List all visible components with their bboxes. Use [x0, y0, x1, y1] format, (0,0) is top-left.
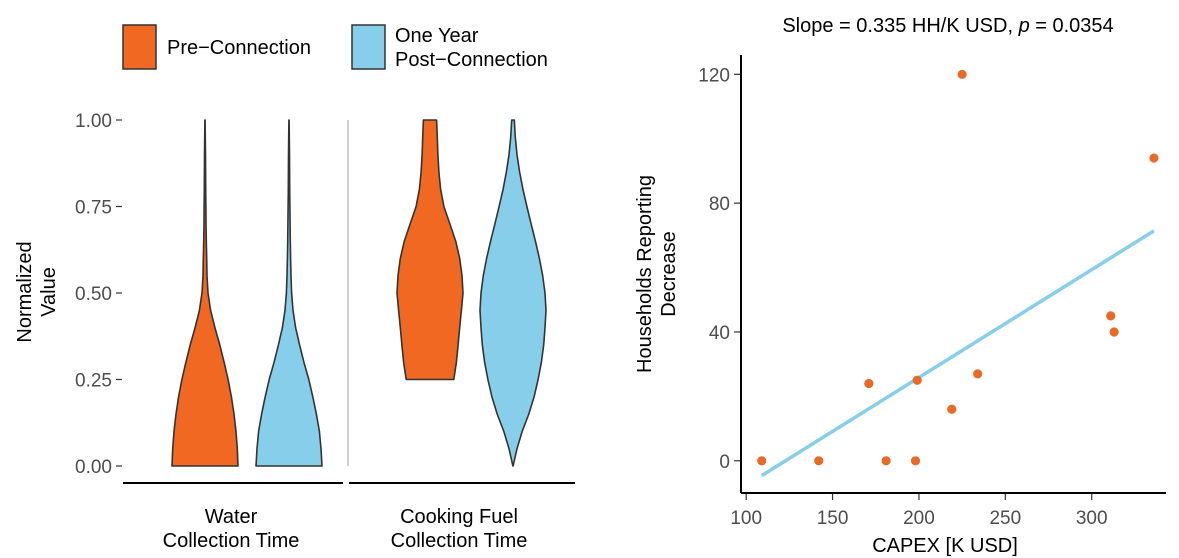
scatter-points	[757, 69, 1159, 466]
regression-line	[760, 229, 1155, 478]
scatter-point	[1149, 153, 1159, 163]
scatter-y-tick-label: 80	[709, 194, 730, 215]
scatter-y-axis-ticks: 0 40 80 120	[698, 65, 740, 473]
legend-label-pre: Pre−Connection	[167, 37, 311, 59]
violin-shapes	[171, 119, 547, 467]
violin-pre-facet-1	[171, 119, 239, 467]
facet-label-cooking-line2: Collection Time	[391, 530, 528, 552]
scatter-point	[947, 404, 957, 414]
scatter-point	[864, 378, 874, 389]
scatter-chart: Slope = 0.335 HH/K USD, p = 0.0354 0 40 80…	[634, 15, 1166, 557]
scatter-x-tick-label: 150	[817, 508, 849, 529]
scatter-x-axis-label: CAPEX [K USD]	[872, 535, 1018, 557]
legend-label-post-line2: Post−Connection	[395, 49, 548, 71]
scatter-point	[973, 369, 983, 379]
scatter-x-tick-label: 250	[989, 508, 1021, 529]
scatter-title-p: p	[1018, 15, 1030, 37]
violin-y-tick-label: 0.75	[75, 198, 112, 219]
legend-label-post-line1: One Year	[395, 25, 479, 47]
violin-chart: Pre−Connection One Year Post−Connection …	[14, 24, 575, 552]
scatter-point	[757, 456, 767, 466]
legend: Pre−Connection One Year Post−Connection	[122, 24, 548, 71]
violin-post-facet-2	[479, 119, 547, 467]
scatter-y-tick-label: 0	[719, 452, 730, 473]
scatter-title-main: Slope = 0.335 HH/K USD,	[782, 15, 1018, 37]
violin-post-facet-1	[255, 119, 323, 467]
legend-key-post	[351, 24, 386, 70]
scatter-x-tick-label: 100	[730, 508, 762, 529]
scatter-x-axis-ticks: 100 150 200 250 300	[730, 494, 1108, 529]
scatter-x-tick-label: 200	[903, 508, 935, 529]
facet-label-water-line2: Collection Time	[163, 530, 300, 552]
scatter-point	[912, 375, 922, 385]
violin-y-tick-label: 0.25	[75, 371, 112, 392]
scatter-point	[957, 69, 967, 79]
scatter-title-tail: = 0.0354	[1030, 15, 1114, 37]
violin-y-tick-label: 1.00	[75, 111, 112, 132]
violin-y-axis-ticks: 0.00 0.25 0.50 0.75 1.00	[75, 111, 122, 478]
scatter-point	[1109, 327, 1119, 337]
scatter-y-axis-label-line1: Households Reporting	[634, 175, 656, 373]
scatter-y-axis-label-line2: Decrease	[658, 231, 680, 317]
legend-key-pre	[122, 24, 157, 70]
scatter-y-tick-label: 40	[709, 323, 730, 344]
violin-y-tick-label: 0.00	[75, 457, 112, 478]
scatter-point	[1106, 311, 1116, 321]
scatter-title: Slope = 0.335 HH/K USD, p = 0.0354	[782, 15, 1113, 37]
violin-y-tick-label: 0.50	[75, 284, 112, 305]
facet-label-water-line1: Water	[205, 506, 258, 528]
scatter-y-tick-label: 120	[698, 65, 730, 86]
facet-label-cooking-line1: Cooking Fuel	[400, 506, 518, 528]
violin-y-axis-label-line2: Value	[38, 267, 60, 317]
scatter-point	[910, 456, 921, 466]
scatter-point	[881, 456, 891, 466]
violin-y-axis-label-line1: Normalized	[14, 241, 36, 342]
violin-pre-facet-2	[396, 119, 464, 381]
scatter-point	[814, 456, 824, 466]
scatter-x-tick-label: 300	[1076, 508, 1108, 529]
